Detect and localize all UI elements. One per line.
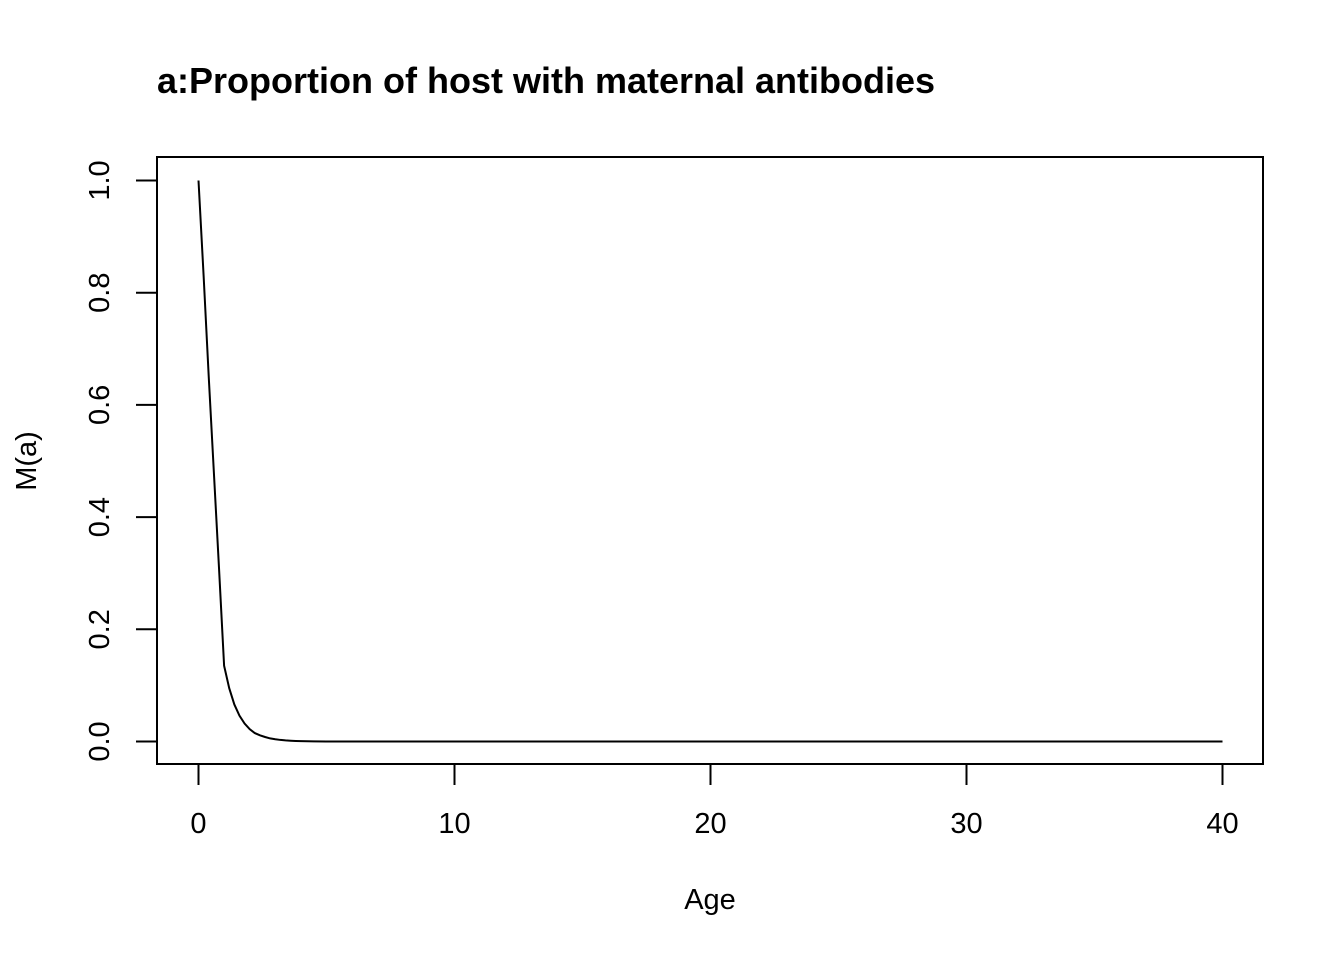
x-axis: 0 10 20 30 40	[190, 763, 1239, 840]
y-axis: 0.0 0.2 0.4 0.6 0.8 1.0	[84, 160, 158, 762]
y-tick-label: 1.0	[84, 160, 116, 200]
x-tick-label: 10	[438, 808, 470, 840]
series-layer	[197, 180, 1223, 743]
x-tick-label: 20	[694, 808, 726, 840]
x-tick-label: 40	[1206, 808, 1238, 840]
x-tick-label: 30	[950, 808, 982, 840]
y-tick-label: 0.2	[84, 609, 116, 649]
plot-frame	[156, 156, 1264, 765]
series-line	[197, 180, 1223, 743]
x-axis-label: Age	[684, 884, 736, 916]
y-tick-label: 0.8	[84, 273, 116, 313]
y-tick-label: 0.4	[84, 497, 116, 537]
chart-title: a:Proportion of host with maternal antib…	[157, 60, 935, 101]
x-tick-label: 0	[190, 808, 206, 840]
y-tick-label: 0.0	[84, 721, 116, 761]
y-tick-label: 0.6	[84, 385, 116, 425]
y-axis-label: M(a)	[11, 431, 43, 491]
